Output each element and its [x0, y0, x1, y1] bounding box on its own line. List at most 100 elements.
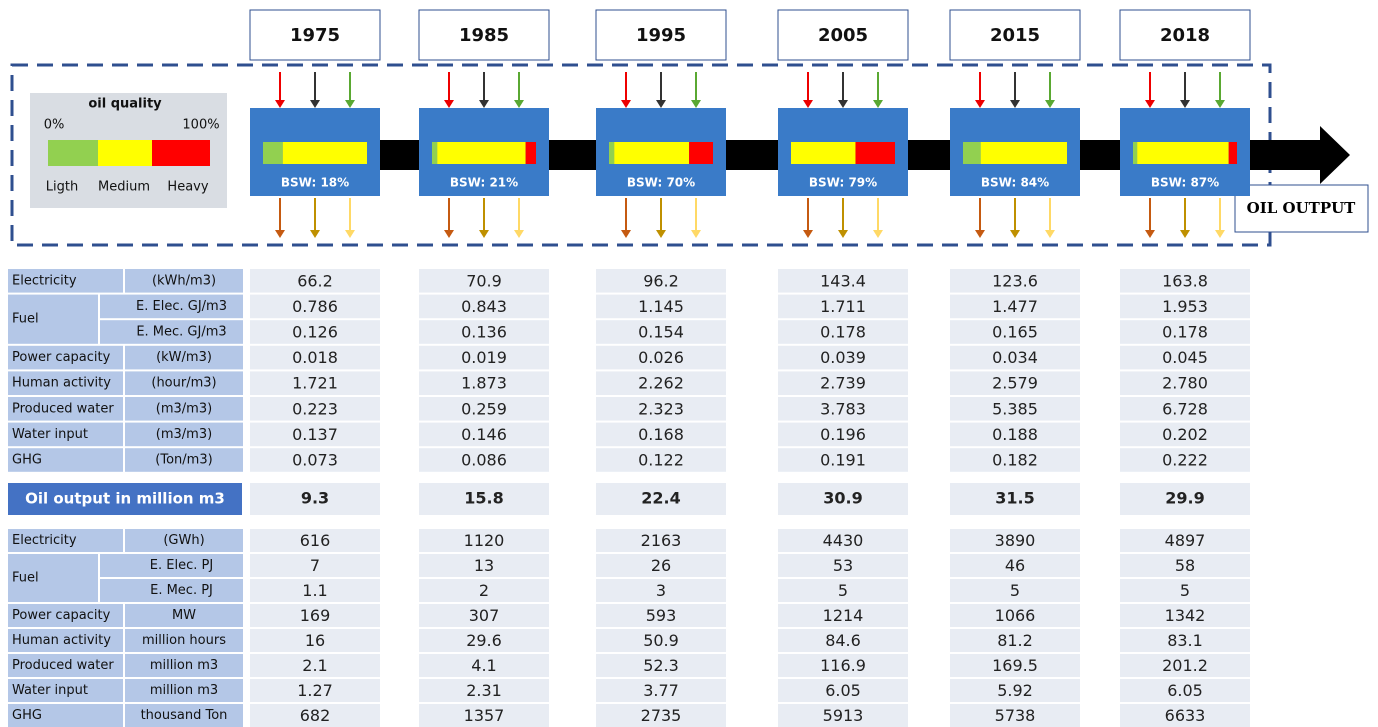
value-cell [1120, 371, 1250, 395]
row-name-cell [8, 345, 123, 370]
arrow-head [873, 230, 883, 238]
value: 84.6 [825, 631, 861, 650]
value-cell [596, 554, 726, 577]
row-name-cell [8, 679, 123, 702]
unit: million m3 [150, 658, 218, 673]
value: 2.262 [638, 374, 684, 393]
legend-label: Ligth [46, 180, 78, 195]
value: 0.026 [638, 348, 684, 367]
value: 0.039 [820, 348, 866, 367]
value-cell [950, 345, 1080, 370]
value-cell [596, 704, 726, 727]
unit: (GWh) [163, 533, 204, 548]
row-name-cell [8, 294, 98, 344]
value: 0.073 [292, 451, 338, 470]
value: 0.191 [820, 451, 866, 470]
quality-segment [855, 142, 895, 164]
value-cell [778, 371, 908, 395]
year-box [949, 9, 1081, 61]
value-cell [950, 397, 1080, 421]
unit: (hour/m3) [151, 376, 216, 391]
year: 2015 [990, 25, 1040, 46]
value: 1342 [1165, 606, 1206, 625]
row-name: Water input [12, 427, 88, 442]
value: 2.579 [992, 374, 1038, 393]
value: 4.1 [471, 656, 496, 675]
quality-segment [437, 142, 526, 164]
legend-medium [98, 140, 152, 166]
value: 2.31 [466, 681, 502, 700]
arrow-head [1010, 230, 1020, 238]
value: 66.2 [297, 271, 333, 290]
value-cell [596, 371, 726, 395]
value-cell [250, 345, 380, 370]
arrow-head [1145, 100, 1155, 108]
unit-cell [125, 704, 243, 727]
arrow-head [838, 230, 848, 238]
value-cell [778, 554, 908, 577]
unit: (m3/m3) [156, 427, 212, 442]
value: 3.783 [820, 399, 866, 418]
value-cell [1120, 397, 1250, 421]
unit: thousand Ton [141, 708, 228, 723]
value: 83.1 [1167, 631, 1203, 650]
year: 1995 [636, 25, 686, 46]
value: 6.05 [1167, 681, 1203, 700]
value-cell [950, 654, 1080, 677]
arrow-head [838, 100, 848, 108]
arrow-head [444, 100, 454, 108]
arrow-head [479, 100, 489, 108]
legend-heavy [152, 140, 210, 166]
value: 0.045 [1162, 348, 1208, 367]
year-box [595, 9, 727, 61]
output-value: 31.5 [995, 489, 1034, 508]
value: 0.126 [292, 323, 338, 342]
frame [10, 63, 1272, 247]
value: 169 [300, 606, 331, 625]
value: 0.146 [461, 425, 507, 444]
value-cell [250, 529, 380, 552]
value: 143.4 [820, 271, 866, 290]
value-cell [250, 448, 380, 472]
value: 1.953 [1162, 297, 1208, 316]
arrow-head [275, 230, 285, 238]
value-cell [950, 554, 1080, 577]
value: 3890 [995, 531, 1036, 550]
value: 1.477 [992, 297, 1038, 316]
value: 0.202 [1162, 425, 1208, 444]
value: 5.92 [997, 681, 1033, 700]
unit: million hours [142, 633, 226, 648]
value-cell [778, 320, 908, 344]
unit-cell [125, 397, 243, 421]
row-name-cell [8, 422, 123, 447]
value-cell [419, 345, 549, 370]
unit-cell [100, 294, 243, 319]
value: 201.2 [1162, 656, 1208, 675]
unit: (m3/m3) [156, 401, 212, 416]
value: 52.3 [643, 656, 679, 675]
quality-segment [1137, 142, 1229, 164]
arrow-head [691, 230, 701, 238]
value: 6.728 [1162, 399, 1208, 418]
value-cell [778, 679, 908, 702]
unit: E. Mec. PJ [150, 583, 213, 598]
value-cell [419, 679, 549, 702]
unit: (kWh/m3) [152, 273, 216, 288]
legend-label: Heavy [167, 180, 208, 195]
value-cell [950, 448, 1080, 472]
value-cell [250, 704, 380, 727]
bsw: BSW: 84% [981, 176, 1049, 190]
value-cell [596, 654, 726, 677]
value: 70.9 [466, 271, 502, 290]
value: 2.1 [302, 656, 327, 675]
row-name: Fuel [12, 571, 39, 586]
unit: E. Mec. GJ/m3 [136, 325, 226, 340]
value-cell [250, 294, 380, 319]
value: 3 [656, 581, 666, 600]
legend-light [48, 140, 98, 166]
value-cell [419, 529, 549, 552]
value: 2.739 [820, 374, 866, 393]
value: 0.188 [992, 425, 1038, 444]
bsw: BSW: 18% [281, 176, 349, 190]
value: 0.165 [992, 323, 1038, 342]
